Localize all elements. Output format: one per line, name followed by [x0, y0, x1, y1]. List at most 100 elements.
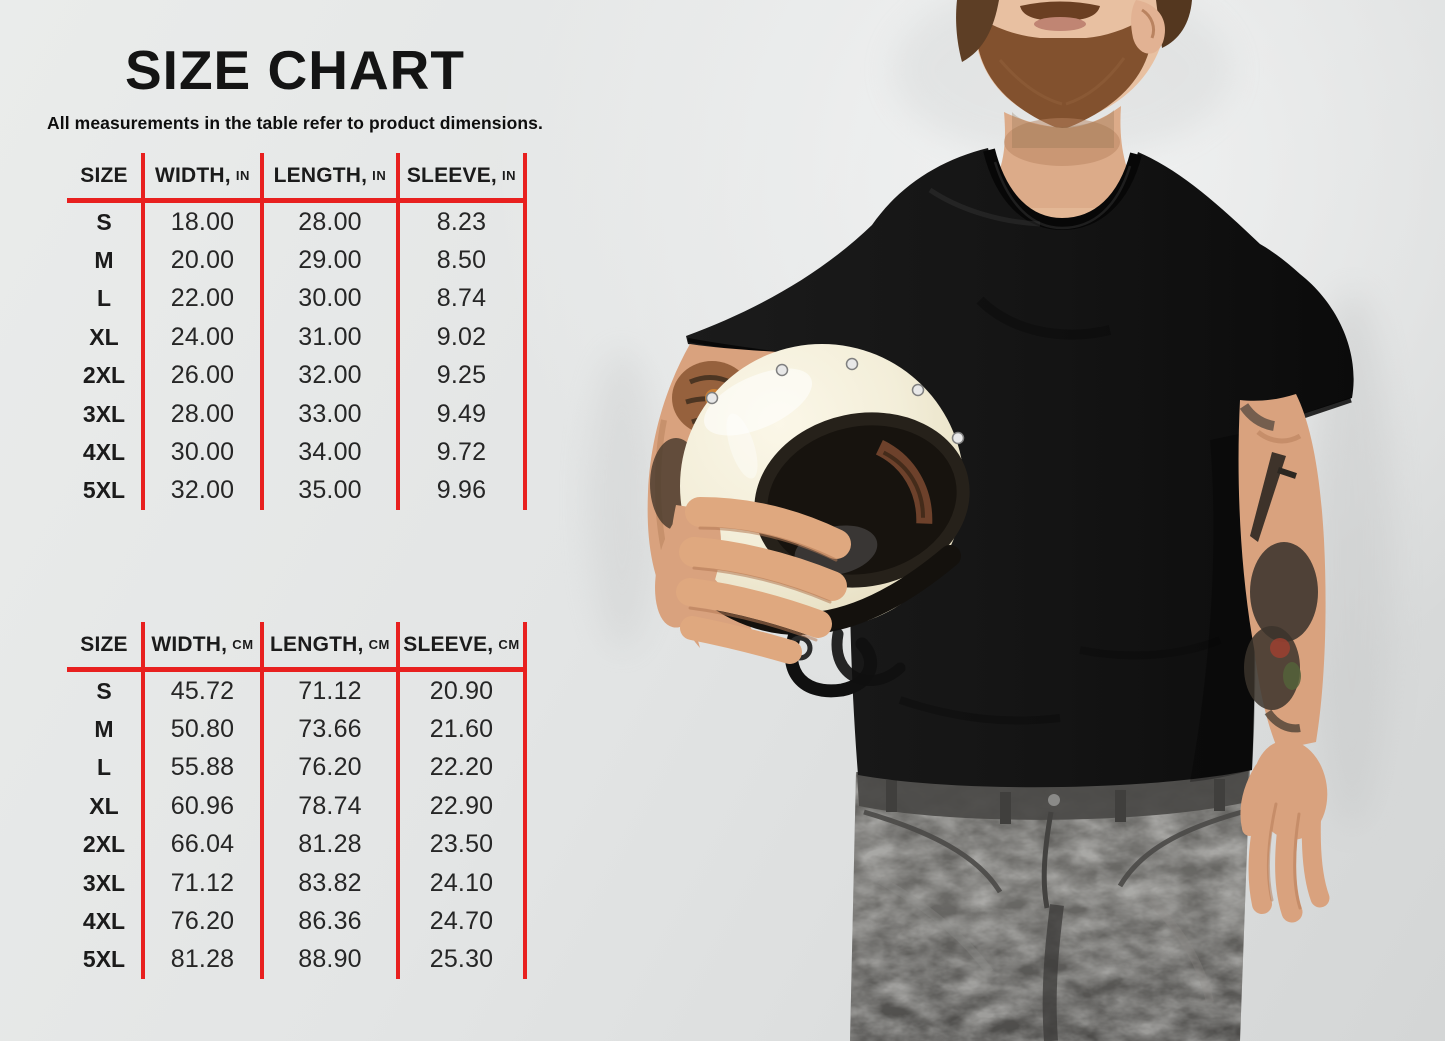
cell-length: 33.00	[260, 394, 396, 434]
column-header-width: WIDTH, CM	[141, 622, 260, 672]
cell-size: 4XL	[82, 908, 126, 935]
cell-size: M	[94, 247, 114, 274]
cell-size: S	[96, 208, 112, 235]
cell-size: M	[94, 716, 114, 743]
column-header-sleeve: SLEEVE, IN	[396, 153, 527, 203]
cell-sleeve: 9.72	[396, 433, 527, 472]
cell-length: 31.00	[260, 318, 396, 357]
cell-width: 30.00	[141, 433, 260, 472]
cell-width: 55.88	[141, 748, 260, 788]
cell-length: 73.66	[260, 710, 396, 749]
cell-width: 20.00	[141, 241, 260, 280]
cell-sleeve: 23.50	[396, 825, 527, 864]
cell-size: 2XL	[82, 831, 126, 858]
left-hand	[1240, 740, 1330, 923]
jeans-button	[1048, 794, 1060, 806]
cell-size: L	[96, 754, 112, 781]
column-header-sleeve: SLEEVE, CM	[396, 622, 527, 672]
cell-sleeve: 24.70	[396, 902, 527, 941]
waistband	[857, 768, 1249, 820]
cell-sleeve: 8.74	[396, 279, 527, 319]
hair-left	[956, 0, 999, 62]
cell-length: 30.00	[260, 279, 396, 319]
cell-length: 35.00	[260, 471, 396, 511]
cell-length: 83.82	[260, 863, 396, 903]
column-header-length: LENGTH, CM	[260, 622, 396, 672]
cell-sleeve: 8.50	[396, 241, 527, 280]
cell-size: XL	[89, 323, 119, 350]
mouth	[1034, 17, 1086, 31]
cell-sleeve: 9.96	[396, 471, 527, 511]
cell-length: 86.36	[260, 902, 396, 941]
face	[956, 0, 1192, 130]
cell-width: 45.72	[141, 672, 260, 711]
size-table-inches: SIZE WIDTH, IN LENGTH, IN SLEEVE, IN S 18.0…	[67, 153, 527, 511]
cell-width: 66.04	[141, 825, 260, 864]
cell-size: 2XL	[82, 362, 126, 389]
pocket-left	[863, 809, 1003, 894]
cell-width: 26.00	[141, 356, 260, 395]
acid-wash-texture	[850, 768, 1250, 1041]
title-block: SIZE CHART All measurements in the table…	[25, 39, 565, 134]
column-header-size: SIZE	[67, 622, 141, 672]
cell-width: 22.00	[141, 279, 260, 319]
tattoos-left-forearm	[1239, 403, 1318, 733]
cell-width: 50.80	[141, 710, 260, 749]
page-title: SIZE CHART	[125, 39, 465, 101]
cell-size: 5XL	[82, 946, 126, 973]
cell-length: 76.20	[260, 748, 396, 788]
cell-length: 32.00	[260, 356, 396, 395]
cell-length: 28.00	[260, 203, 396, 242]
cell-size: L	[96, 285, 112, 312]
cell-sleeve: 24.10	[396, 863, 527, 903]
cell-size: 5XL	[82, 477, 126, 504]
mustache-icon	[1020, 1, 1100, 21]
column-header-length: LENGTH, IN	[260, 153, 396, 203]
cell-length: 71.12	[260, 672, 396, 711]
cell-width: 60.96	[141, 787, 260, 826]
pocket-right	[1117, 809, 1243, 888]
cell-sleeve: 9.49	[396, 394, 527, 434]
cell-length: 81.28	[260, 825, 396, 864]
fly-stitch	[1041, 811, 1054, 909]
cell-sleeve: 20.90	[396, 672, 527, 711]
cell-sleeve: 9.02	[396, 318, 527, 357]
cell-width: 18.00	[141, 203, 260, 242]
cell-sleeve: 22.20	[396, 748, 527, 788]
cell-width: 76.20	[141, 902, 260, 941]
cell-size: 4XL	[82, 439, 126, 466]
cell-length: 88.90	[260, 940, 396, 980]
cell-size: XL	[89, 792, 119, 819]
cell-width: 28.00	[141, 394, 260, 434]
helmet-shine	[703, 368, 813, 436]
cell-width: 32.00	[141, 471, 260, 511]
beard	[976, 14, 1153, 130]
cell-length: 34.00	[260, 433, 396, 472]
cell-sleeve: 8.23	[396, 203, 527, 242]
cell-width: 24.00	[141, 318, 260, 357]
hand-gripping-helmet	[655, 497, 851, 664]
cell-length: 29.00	[260, 241, 396, 280]
hair-right	[1156, 0, 1192, 48]
cell-sleeve: 22.90	[396, 787, 527, 826]
cell-width: 81.28	[141, 940, 260, 980]
cell-size: 3XL	[82, 869, 126, 896]
cell-length: 78.74	[260, 787, 396, 826]
cell-sleeve: 9.25	[396, 356, 527, 395]
jeans	[850, 768, 1250, 1041]
cell-size: 3XL	[82, 400, 126, 427]
size-table-centimeters: SIZE WIDTH, CM LENGTH, CM SLEEVE, CM S 45.7…	[67, 622, 527, 980]
helmet-rivets	[705, 357, 965, 445]
cell-sleeve: 25.30	[396, 940, 527, 980]
left-arm	[1238, 394, 1330, 923]
cell-sleeve: 21.60	[396, 710, 527, 749]
ear-icon	[1131, 0, 1165, 54]
cell-width: 71.12	[141, 863, 260, 903]
page-subtitle: All measurements in the table refer to p…	[47, 112, 543, 133]
column-header-width: WIDTH, IN	[141, 153, 260, 203]
inseam-shadow	[1042, 904, 1064, 1041]
column-header-size: SIZE	[67, 153, 141, 203]
cell-size: S	[96, 677, 112, 704]
